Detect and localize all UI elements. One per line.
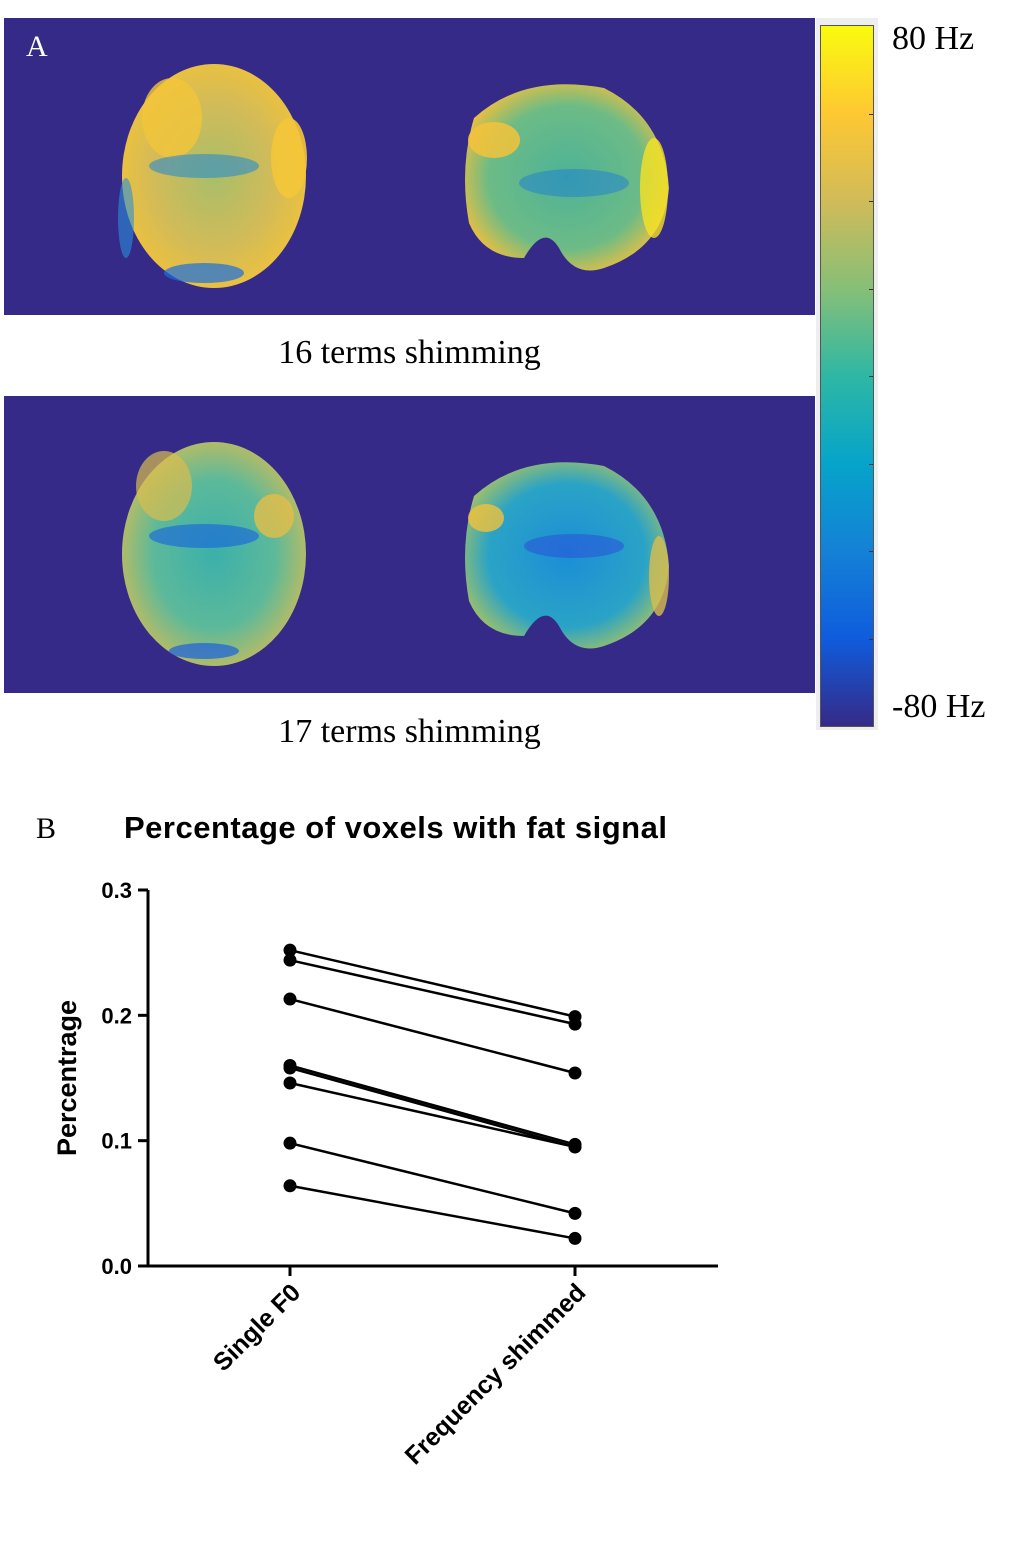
data-point (568, 1231, 582, 1245)
y-tick-label: 0.0 (101, 1254, 132, 1279)
field-map-17-terms (4, 396, 815, 693)
chart-title: Percentage of voxels with fat signal (124, 810, 668, 845)
series-line (289, 1066, 576, 1149)
caption-17-terms: 17 terms shimming (278, 713, 541, 750)
series-line (289, 1184, 576, 1240)
y-tick-label: 0.3 (101, 878, 132, 903)
data-point (283, 1076, 297, 1090)
field-map-17-terms-image (122, 442, 669, 666)
y-tick-label: 0.2 (101, 1003, 132, 1028)
colorbar-tick (869, 638, 873, 640)
data-point (568, 1066, 582, 1080)
field-map-16-terms-image (118, 64, 669, 288)
field-map-16-terms (4, 18, 815, 315)
data-point (283, 943, 297, 957)
series-line (289, 1064, 576, 1146)
colorbar-tick (869, 201, 873, 202)
x-tick-label: Single F0 (208, 1278, 306, 1376)
colorbar-min-label: -80 Hz (892, 688, 986, 725)
colorbar-tick (869, 463, 873, 465)
series-line (289, 1141, 576, 1215)
colorbar-tick (869, 288, 873, 290)
colorbar-gradient (820, 25, 874, 727)
y-tick-label: 0.1 (101, 1129, 132, 1154)
panel-b-letter: B (36, 812, 57, 845)
y-axis-label: Percentrage (52, 1000, 82, 1156)
data-point (568, 1140, 582, 1154)
fat-signal-chart: 0.0 0.1 0.2 0.3 Percentrage Single F0 Frequenc… (52, 878, 718, 1470)
x-tick-label: Frequency shimmed (400, 1278, 592, 1470)
data-point (283, 992, 297, 1006)
series-line (289, 997, 576, 1075)
colorbar-max-label: 80 Hz (892, 20, 975, 57)
caption-16-terms: 16 terms shimming (278, 334, 541, 371)
colorbar (816, 18, 878, 730)
data-point (568, 1017, 582, 1031)
data-point (568, 1206, 582, 1220)
colorbar-tick (869, 551, 873, 552)
panel-a-letter: A (26, 30, 48, 63)
colorbar-tick (869, 376, 873, 377)
colorbar-tick (869, 113, 873, 115)
series-line (289, 948, 576, 1018)
series-line (289, 1081, 576, 1149)
data-point (283, 1061, 297, 1075)
data-point (283, 1179, 297, 1193)
data-point (283, 953, 297, 967)
data-point (283, 1136, 297, 1150)
series-line (289, 958, 576, 1026)
